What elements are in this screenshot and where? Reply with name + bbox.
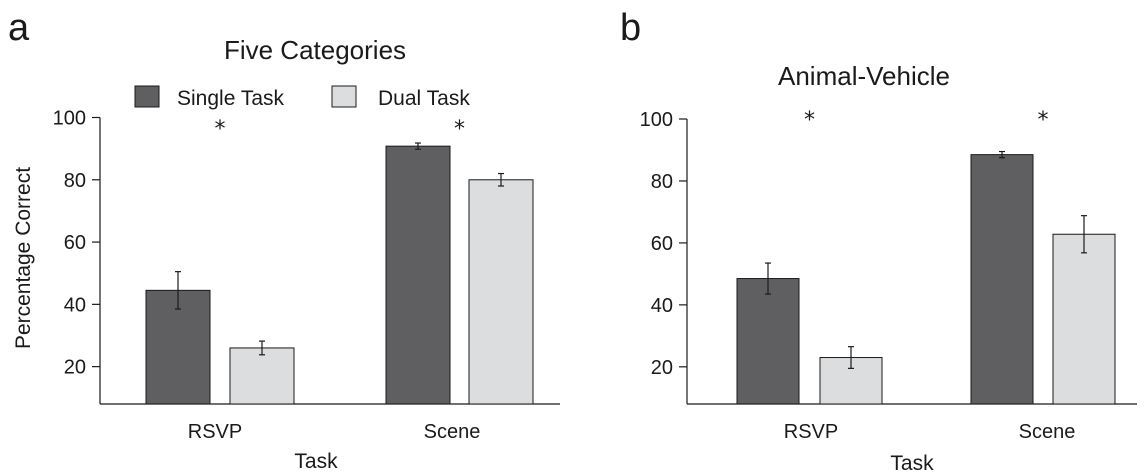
- x-axis-title-b: Task: [890, 452, 934, 475]
- significance-marker: *: [804, 108, 815, 133]
- y-tick-label: 40: [64, 294, 86, 316]
- significance-marker: *: [454, 117, 465, 142]
- y-tick-label: 100: [640, 109, 673, 131]
- bar-single-scene: [385, 145, 451, 405]
- bar-dual-rsvp: [229, 347, 295, 405]
- x-axis-title-a: Task: [294, 450, 338, 473]
- y-tick-label: 80: [64, 170, 86, 192]
- y-tick-label: 20: [651, 357, 673, 379]
- significance-marker: *: [1038, 108, 1049, 133]
- y-tick-label: 40: [651, 295, 673, 317]
- x-category-label: RSVP: [188, 421, 242, 443]
- panel-letter-a: a: [8, 7, 30, 49]
- y-tick-label: 20: [64, 357, 86, 379]
- legend: Single Task Dual Task: [134, 85, 470, 110]
- significance-marker: *: [215, 117, 226, 142]
- plot-area-a: 20 40 60 80 100 RSVP Scene * *: [53, 108, 560, 443]
- bar-dual-scene: [468, 179, 534, 405]
- y-tick-label: 60: [651, 233, 673, 255]
- x-category-label: Scene: [1019, 421, 1076, 443]
- legend-label-single: Single Task: [177, 87, 285, 110]
- chart-title-b: Animal-Vehicle: [778, 61, 950, 91]
- y-axis-title-a: Percentage Correct: [12, 167, 35, 349]
- legend-swatch-dual: [331, 85, 357, 108]
- y-tick-label: 100: [53, 108, 86, 130]
- legend-swatch-single: [134, 85, 160, 108]
- panel-letter-b: b: [620, 7, 641, 49]
- plot-area-b: 20 40 60 80 100 RSVP Scene * *: [640, 108, 1137, 443]
- bar-dual-scene: [1052, 233, 1116, 405]
- y-tick-label: 80: [651, 171, 673, 193]
- legend-label-dual: Dual Task: [378, 87, 470, 110]
- x-category-label: Scene: [424, 421, 481, 443]
- chart-title-a: Five Categories: [224, 35, 406, 65]
- y-tick-label: 60: [64, 232, 86, 254]
- bar-single-rsvp: [736, 278, 800, 405]
- bar-single-scene: [970, 154, 1034, 405]
- x-category-label: RSVP: [784, 421, 838, 443]
